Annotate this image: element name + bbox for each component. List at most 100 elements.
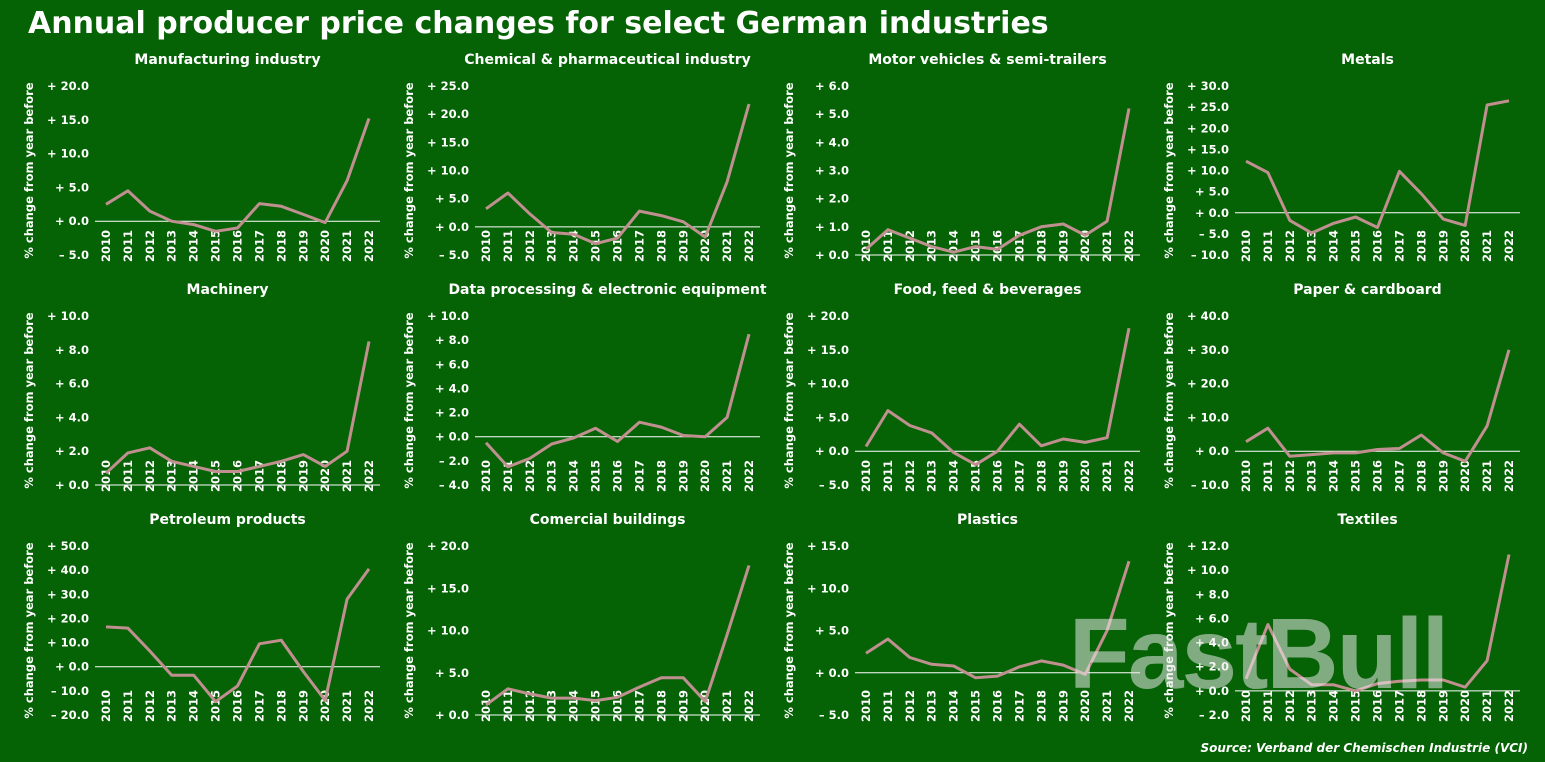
y-tick-label: + 4.0 — [815, 135, 849, 149]
y-tick-label: + 20.0 — [47, 611, 89, 625]
x-tick-label: 2020 — [318, 460, 332, 492]
x-tick-label: 2021 — [1480, 460, 1494, 492]
y-axis-label: % change from year before — [782, 312, 796, 488]
x-tick-label: 2015 — [969, 690, 983, 722]
y-tick-label: + 10.0 — [807, 377, 849, 391]
x-tick-label: 2011 — [121, 690, 135, 722]
x-tick-label: 2021 — [1100, 460, 1114, 492]
x-tick-label: 2022 — [362, 460, 376, 492]
x-tick-label: 2017 — [252, 230, 266, 262]
y-tick-label: + 5.0 — [815, 624, 849, 638]
x-tick-label: 2014 — [1327, 230, 1341, 262]
y-tick-label: – 4.0 — [439, 478, 469, 492]
x-tick-label: 2015 — [969, 460, 983, 492]
x-tick-label: 2022 — [1122, 460, 1136, 492]
data-line — [1245, 99, 1510, 235]
x-tick-label: 2016 — [231, 460, 245, 492]
x-tick-label: 2016 — [1371, 690, 1385, 722]
chart-panel: Metals % change from year before – 10.0 – 5… — [1162, 52, 1520, 262]
x-tick-label: 2012 — [523, 230, 537, 262]
y-tick-label: + 1.0 — [815, 220, 849, 234]
x-tick-label: 2017 — [632, 230, 646, 262]
x-tick-label: 2015 — [589, 230, 603, 262]
x-tick-label: 2019 — [1056, 230, 1070, 262]
data-line — [864, 327, 1131, 467]
x-tick-label: 2019 — [1056, 460, 1070, 492]
y-tick-label: + 8.0 — [1195, 587, 1229, 601]
x-tick-label: 2018 — [1414, 460, 1428, 492]
chart-title: Manufacturing industry — [134, 52, 320, 68]
chart-panel: Paper & cardboard % change from year befo… — [1162, 282, 1520, 492]
x-tick-label: 2014 — [187, 690, 201, 722]
x-tick-label: 2011 — [501, 230, 515, 262]
y-tick-label: – 10.0 — [51, 684, 89, 698]
y-tick-label: + 20.0 — [427, 539, 469, 553]
chart-panel: Petroleum products % change from year bef… — [22, 512, 380, 722]
data-line — [485, 103, 751, 246]
y-axis-label: % change from year before — [1162, 312, 1176, 488]
y-tick-label: + 30.0 — [1187, 79, 1229, 93]
data-line — [105, 568, 371, 704]
chart-title: Metals — [1341, 52, 1394, 68]
x-tick-label: 2010 — [1239, 230, 1253, 262]
y-tick-label: + 10.0 — [427, 309, 469, 323]
x-tick-label: 2021 — [720, 690, 734, 722]
y-tick-label: + 30.0 — [47, 587, 89, 601]
data-line — [485, 564, 751, 707]
x-tick-label: 2019 — [1436, 690, 1450, 722]
x-tick-label: 2012 — [143, 230, 157, 262]
x-tick-label: 2016 — [231, 230, 245, 262]
x-tick-label: 2022 — [742, 460, 756, 492]
y-tick-label: + 10.0 — [1187, 164, 1229, 178]
y-tick-label: + 6.0 — [1195, 611, 1229, 625]
x-tick-label: 2014 — [947, 230, 961, 262]
y-tick-label: – 5.0 — [1199, 227, 1229, 241]
x-tick-label: 2017 — [1012, 460, 1026, 492]
y-tick-label: + 5.0 — [435, 666, 469, 680]
chart-panel: Textiles % change from year before – 2.0 + … — [1162, 512, 1520, 722]
y-tick-label: + 2.0 — [1195, 660, 1229, 674]
y-tick-label: + 10.0 — [47, 147, 89, 161]
y-tick-label: + 0.0 — [1195, 444, 1229, 458]
chart-panel: Food, feed & beverages % change from year… — [782, 282, 1140, 492]
x-tick-label: 2021 — [340, 460, 354, 492]
y-tick-label: + 0.0 — [815, 444, 849, 458]
data-line — [865, 560, 1131, 680]
y-tick-label: + 10.0 — [47, 636, 89, 650]
x-tick-label: 2013 — [925, 690, 939, 722]
x-tick-label: 2012 — [903, 690, 917, 722]
y-tick-label: + 0.0 — [435, 220, 469, 234]
data-line — [1245, 349, 1511, 463]
y-axis-label: % change from year before — [1162, 542, 1176, 718]
y-axis-label: % change from year before — [22, 312, 36, 488]
y-tick-label: + 15.0 — [807, 343, 849, 357]
x-tick-label: 2014 — [187, 230, 201, 262]
y-axis-label: % change from year before — [782, 82, 796, 258]
y-axis-label: % change from year before — [22, 542, 36, 718]
y-axis-label: % change from year before — [22, 82, 36, 258]
x-tick-label: 2014 — [567, 460, 581, 492]
y-tick-label: + 10.0 — [1187, 563, 1229, 577]
x-tick-label: 2012 — [1283, 690, 1297, 722]
x-tick-label: 2020 — [1078, 230, 1092, 262]
x-tick-label: 2012 — [523, 690, 537, 722]
x-tick-label: 2021 — [720, 460, 734, 492]
x-tick-label: 2013 — [165, 690, 179, 722]
chart-panel: Machinery % change from year before + 0.0 +… — [22, 282, 380, 492]
x-tick-label: 2022 — [362, 230, 376, 262]
y-tick-label: + 20.0 — [1187, 121, 1229, 135]
y-tick-label: + 15.0 — [47, 113, 89, 127]
x-tick-label: 2022 — [1122, 230, 1136, 262]
x-tick-label: 2010 — [479, 460, 493, 492]
x-tick-label: 2012 — [143, 460, 157, 492]
chart-panel: Motor vehicles & semi-trailers % change f… — [782, 52, 1140, 262]
chart-title: Machinery — [187, 282, 269, 298]
x-tick-label: 2011 — [881, 460, 895, 492]
y-tick-label: + 10.0 — [427, 624, 469, 638]
y-tick-label: + 15.0 — [427, 135, 469, 149]
data-line — [1244, 554, 1511, 693]
y-tick-label: + 15.0 — [807, 539, 849, 553]
y-axis-label: % change from year before — [402, 82, 416, 258]
x-tick-label: 2013 — [1305, 230, 1319, 262]
